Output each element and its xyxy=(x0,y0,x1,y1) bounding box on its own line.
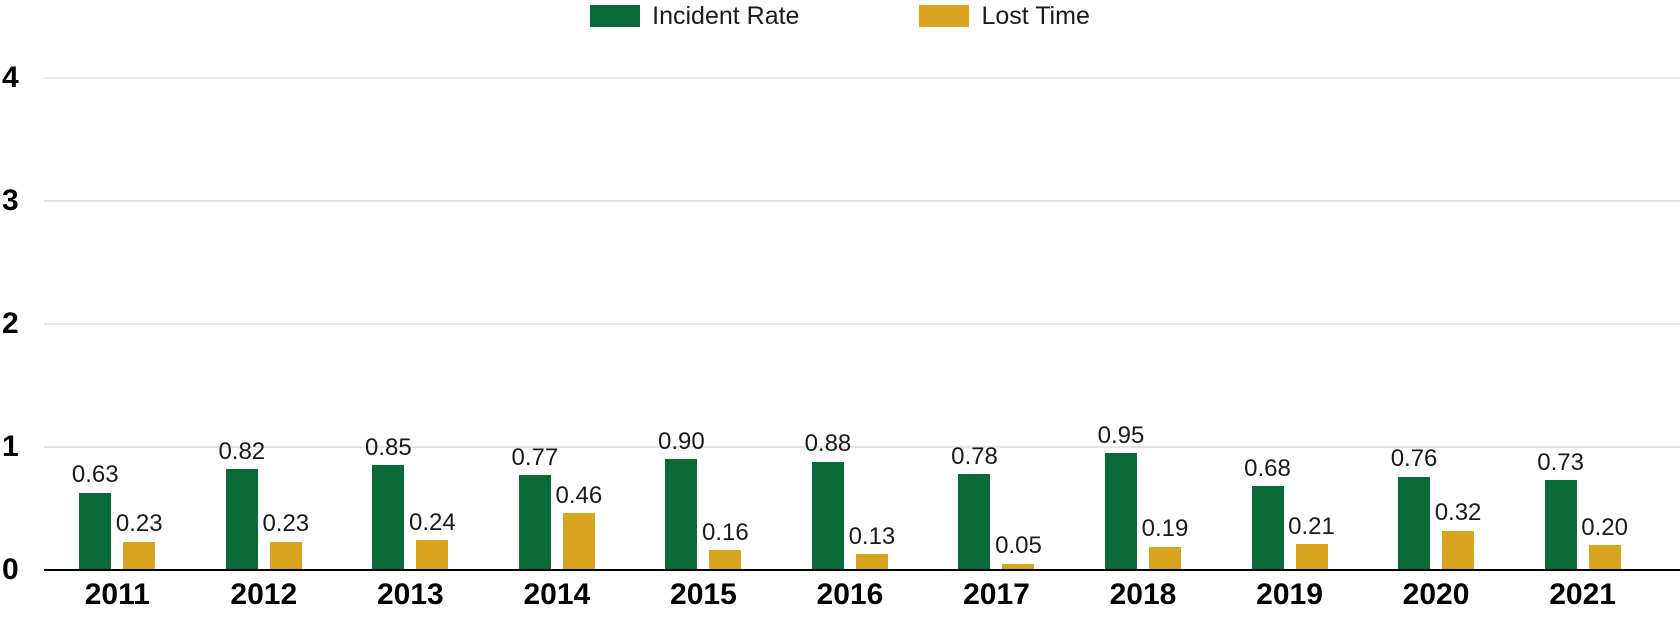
bar-value-label: 0.21 xyxy=(1288,512,1335,540)
x-tick-label-2012: 2012 xyxy=(230,578,298,611)
bar-group-2012: 0.82 0.23 2012 xyxy=(218,78,309,610)
bar-group-2019: 0.68 0.21 2019 xyxy=(1244,78,1335,609)
bar-group-2015: 0.90 0.16 2015 xyxy=(658,78,749,609)
bar-incident-rate-2014: 0.77 xyxy=(512,444,558,570)
bar-incident-rate-2012: 0.82 xyxy=(218,438,265,570)
bar-lost-time-2018: 0.19 xyxy=(1142,515,1188,570)
x-tick-label-2021: 2021 xyxy=(1549,578,1616,611)
y-tick-label-4: 4 xyxy=(2,61,19,94)
bar-lost-time-2016: 0.13 xyxy=(849,523,895,570)
bar-group-2011: 0.63 0.23 2011 xyxy=(72,78,163,609)
bar-value-label: 0.68 xyxy=(1244,454,1291,482)
x-axis-line xyxy=(44,569,1680,571)
x-tick-label-2014: 2014 xyxy=(523,578,591,611)
bar-group-2018: 0.95 0.19 2018 xyxy=(1098,78,1189,610)
bar-incident-rate-2019: 0.68 xyxy=(1244,455,1291,570)
legend-item-incident-rate: Incident Rate xyxy=(590,2,799,31)
bar-value-label: 0.90 xyxy=(658,427,705,455)
chart-legend: Incident Rate Lost Time xyxy=(0,0,1680,32)
bars-container: 0.63 0.23 2011 0.82 0.23 2012 0.85 0.24 2013 0.77… xyxy=(44,78,1656,610)
bar-group-2013: 0.85 0.24 2013 xyxy=(365,78,456,609)
bar-lost-time-2011: 0.23 xyxy=(116,510,163,570)
bar-value-label: 0.63 xyxy=(71,461,119,489)
bar-group-2014: 0.77 0.46 2014 xyxy=(512,78,603,609)
bar-lost-time-2015: 0.16 xyxy=(702,519,749,570)
bar-lost-time-2013: 0.24 xyxy=(409,509,456,570)
bar-value-label: 0.95 xyxy=(1097,421,1145,449)
bar-incident-rate-2021: 0.73 xyxy=(1537,449,1584,570)
y-tick-label-1: 1 xyxy=(2,430,19,463)
bar-value-label: 0.77 xyxy=(511,443,559,471)
bar-group-2016: 0.88 0.13 2016 xyxy=(805,78,896,609)
x-tick-label-2017: 2017 xyxy=(963,578,1030,611)
bar-incident-rate-2013: 0.85 xyxy=(365,434,412,570)
x-tick-label-2018: 2018 xyxy=(1109,578,1177,611)
bar-value-label: 0.19 xyxy=(1141,515,1189,543)
bar-value-label: 0.24 xyxy=(408,509,456,537)
y-tick-label-3: 3 xyxy=(2,184,19,217)
bar-value-label: 0.13 xyxy=(848,522,896,550)
x-tick-label-2013: 2013 xyxy=(376,578,444,611)
bar-lost-time-2020: 0.32 xyxy=(1435,499,1481,570)
bar-value-label: 0.16 xyxy=(702,518,749,546)
bar-lost-time-2014: 0.46 xyxy=(556,482,602,570)
bar-lost-time-2021: 0.20 xyxy=(1581,514,1628,570)
legend-swatch-incident-rate xyxy=(590,5,641,27)
bar-value-label: 0.76 xyxy=(1390,445,1438,473)
bar-value-label: 0.05 xyxy=(995,532,1042,560)
plot-area: 0 1 2 3 4 0.63 0.23 2011 0.82 0.23 2012 0.85 0.24 20… xyxy=(0,63,1680,610)
bar-value-label: 0.23 xyxy=(262,510,310,538)
bar-incident-rate-2015: 0.90 xyxy=(658,428,705,570)
bar-incident-rate-2016: 0.88 xyxy=(805,430,851,570)
bar-incident-rate-2020: 0.76 xyxy=(1391,445,1437,570)
bar-incident-rate-2018: 0.95 xyxy=(1098,422,1144,570)
y-tick-label-0: 0 xyxy=(2,553,19,586)
x-tick-label-2020: 2020 xyxy=(1402,578,1470,611)
gridline-y-3 xyxy=(44,200,1680,202)
bar-value-label: 0.32 xyxy=(1434,499,1482,527)
legend-label-incident-rate: Incident Rate xyxy=(652,1,800,30)
x-tick-label-2015: 2015 xyxy=(670,578,737,611)
bar-value-label: 0.88 xyxy=(804,430,852,458)
bar-group-2021: 0.73 0.20 2021 xyxy=(1537,78,1628,610)
gridline-y-4 xyxy=(44,77,1680,79)
gridline-y-1 xyxy=(44,446,1680,448)
gridline-y-2 xyxy=(44,323,1680,325)
bar-value-label: 0.82 xyxy=(218,437,266,465)
bar-group-2017: 0.78 0.05 2017 xyxy=(951,78,1042,610)
bar-value-label: 0.78 xyxy=(951,442,998,470)
x-tick-label-2019: 2019 xyxy=(1256,578,1323,611)
x-tick-label-2016: 2016 xyxy=(816,578,884,611)
bar-value-label: 0.46 xyxy=(555,482,603,510)
x-tick-label-2011: 2011 xyxy=(84,578,150,611)
bar-lost-time-2019: 0.21 xyxy=(1288,513,1335,570)
bar-incident-rate-2017: 0.78 xyxy=(951,443,998,570)
legend-item-lost-time: Lost Time xyxy=(919,1,1090,31)
bar-value-label: 0.23 xyxy=(115,510,163,538)
bar-incident-rate-2011: 0.63 xyxy=(72,461,119,570)
legend-swatch-lost-time xyxy=(919,5,970,27)
bar-lost-time-2017: 0.05 xyxy=(995,533,1042,570)
bar-group-2020: 0.76 0.32 2020 xyxy=(1391,78,1482,609)
bar-value-label: 0.73 xyxy=(1537,448,1584,476)
bar-value-label: 0.85 xyxy=(364,434,412,462)
bar-lost-time-2012: 0.23 xyxy=(262,510,309,570)
bar-value-label: 0.20 xyxy=(1581,514,1628,542)
y-tick-label-2: 2 xyxy=(2,307,19,340)
legend-label-lost-time: Lost Time xyxy=(981,1,1090,30)
